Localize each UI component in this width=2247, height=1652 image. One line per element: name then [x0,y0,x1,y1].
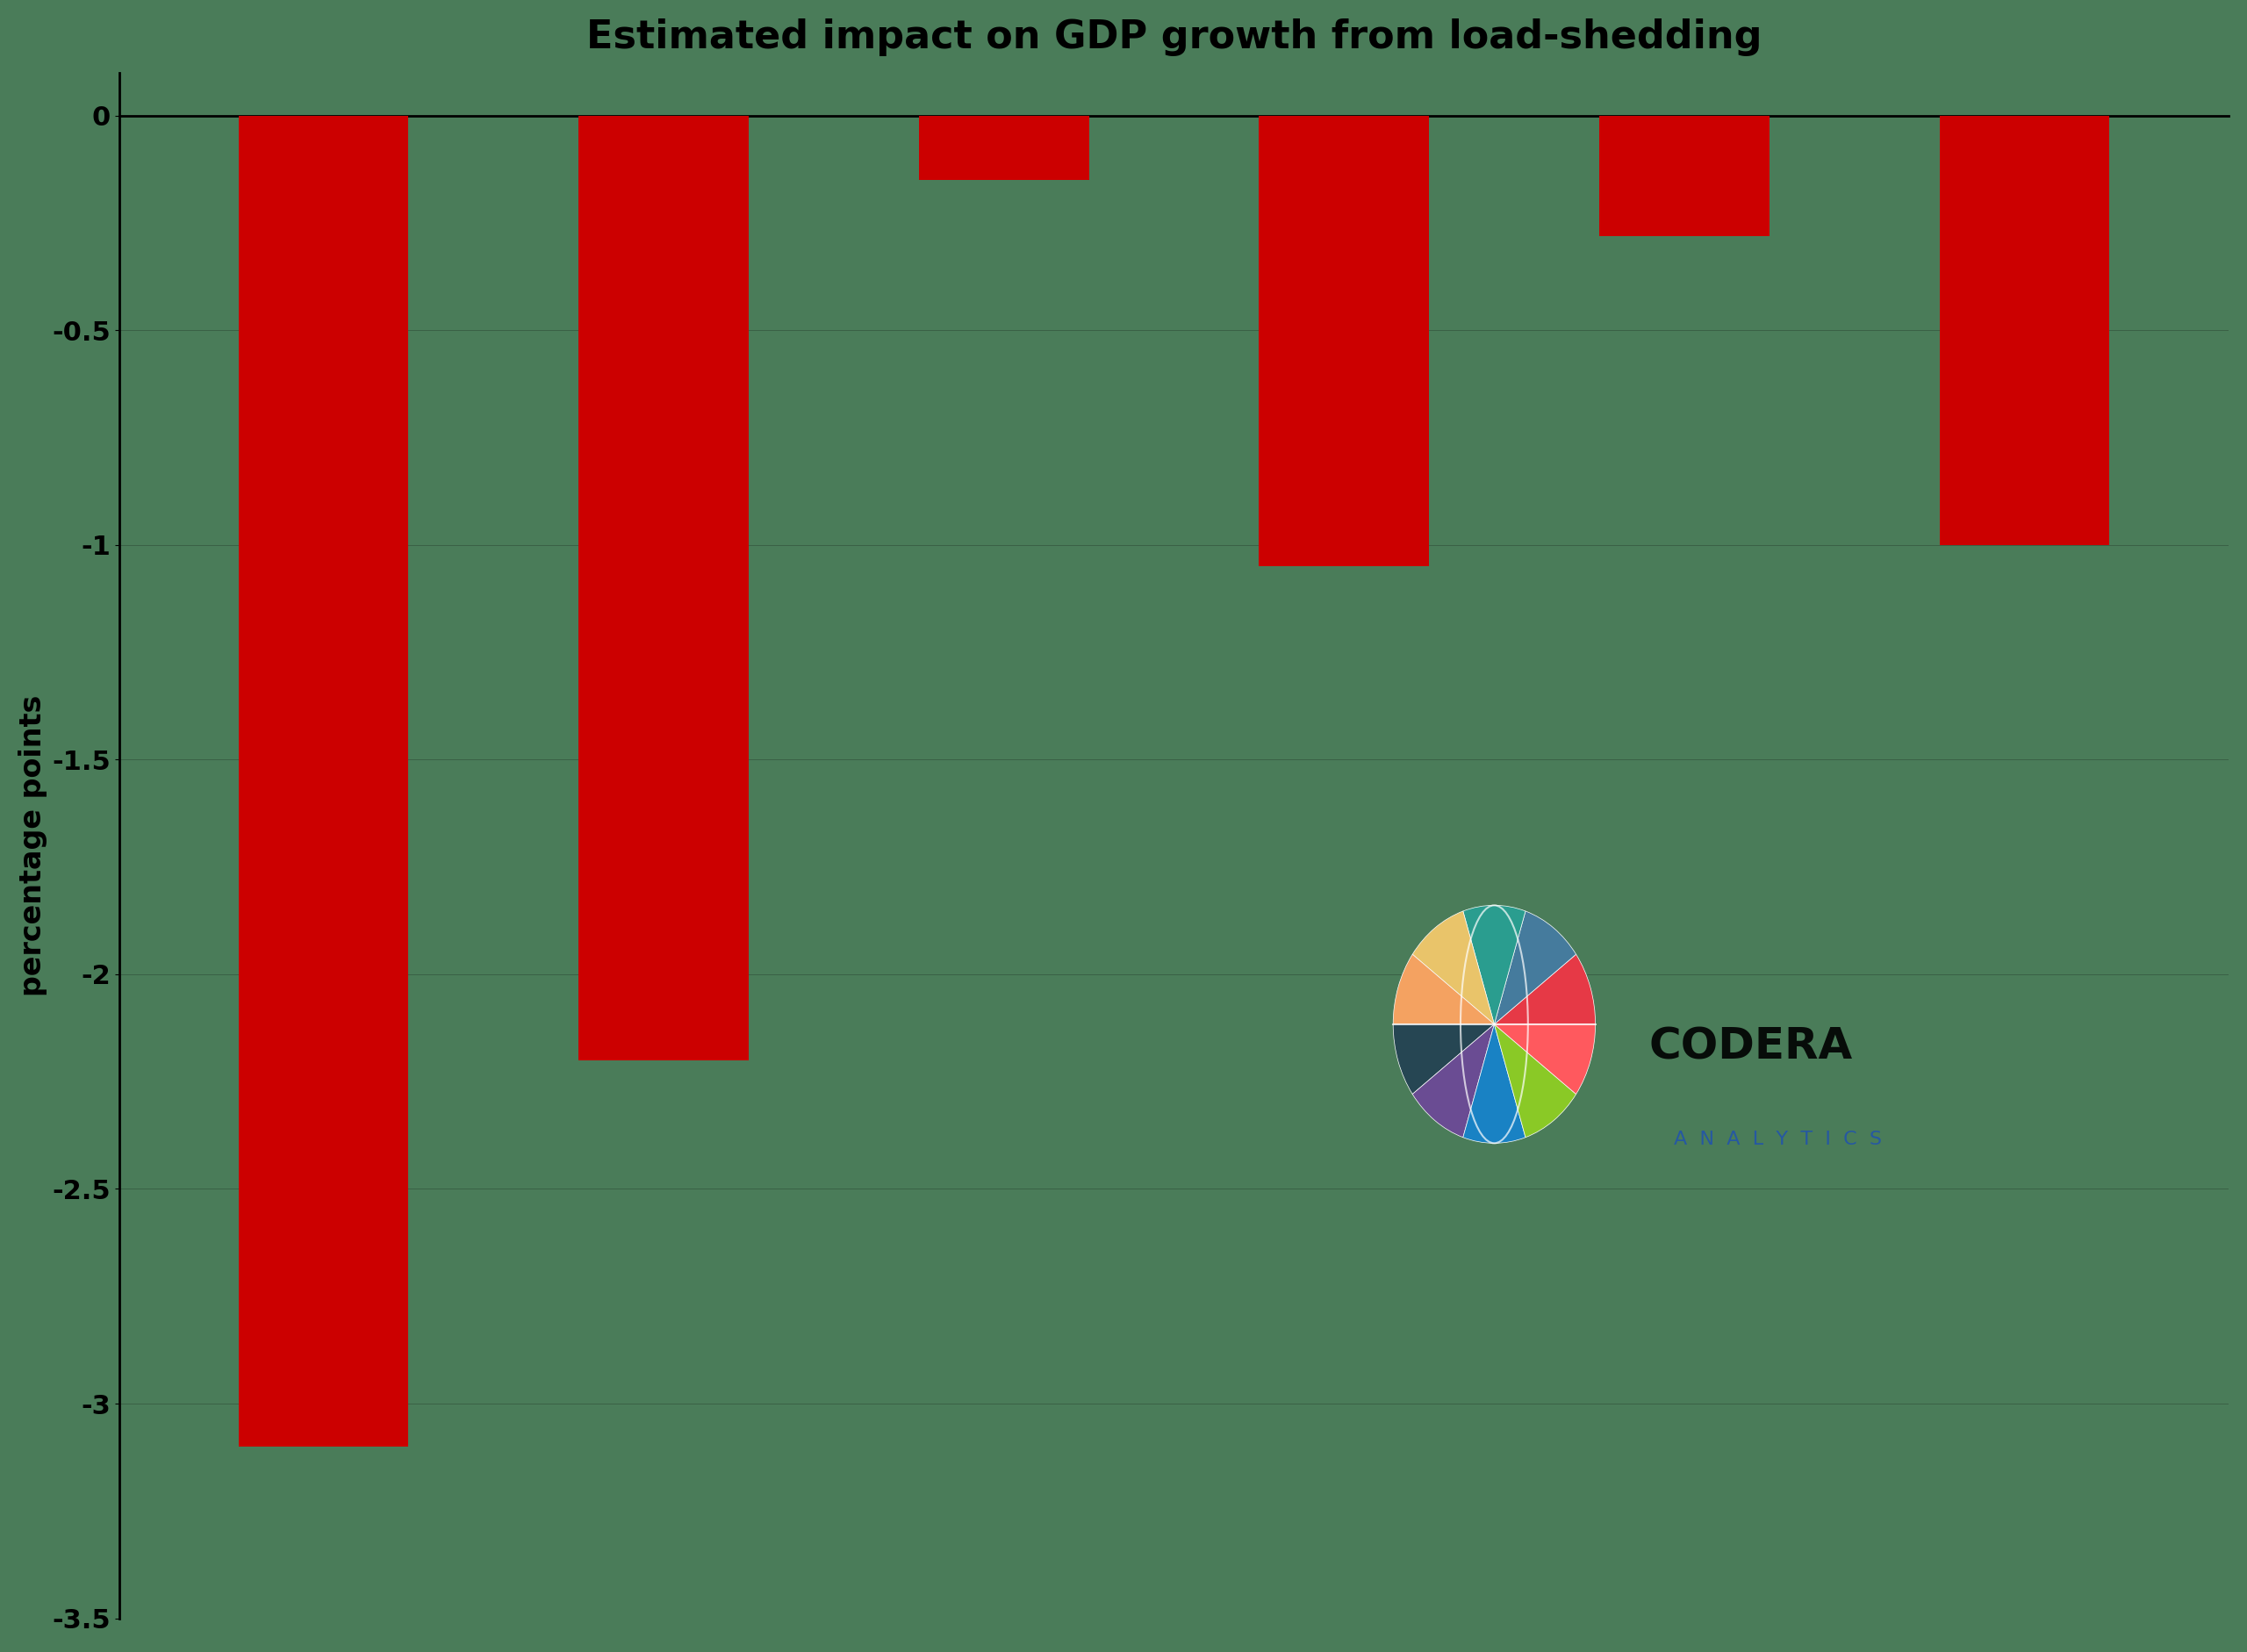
Bar [238,116,409,1447]
Text: CODERA: CODERA [1649,1026,1852,1067]
Wedge shape [1463,905,1526,1024]
Wedge shape [1393,1024,1494,1094]
Wedge shape [1393,955,1494,1024]
Bar [1939,116,2110,545]
Bar [1258,116,1429,567]
Y-axis label: percentage points: percentage points [18,695,47,996]
Wedge shape [1494,912,1575,1024]
Bar [577,116,748,1061]
Wedge shape [1494,955,1595,1024]
Title: Estimated impact on GDP growth from load-shedding: Estimated impact on GDP growth from load… [586,18,1762,56]
Bar [919,116,1090,180]
Text: A  N  A  L  Y  T  I  C  S: A N A L Y T I C S [1674,1130,1883,1148]
Bar [1600,116,1768,236]
Wedge shape [1494,1024,1575,1137]
Wedge shape [1413,1024,1494,1137]
Wedge shape [1494,1024,1595,1094]
Wedge shape [1463,1024,1526,1143]
Wedge shape [1413,912,1494,1024]
